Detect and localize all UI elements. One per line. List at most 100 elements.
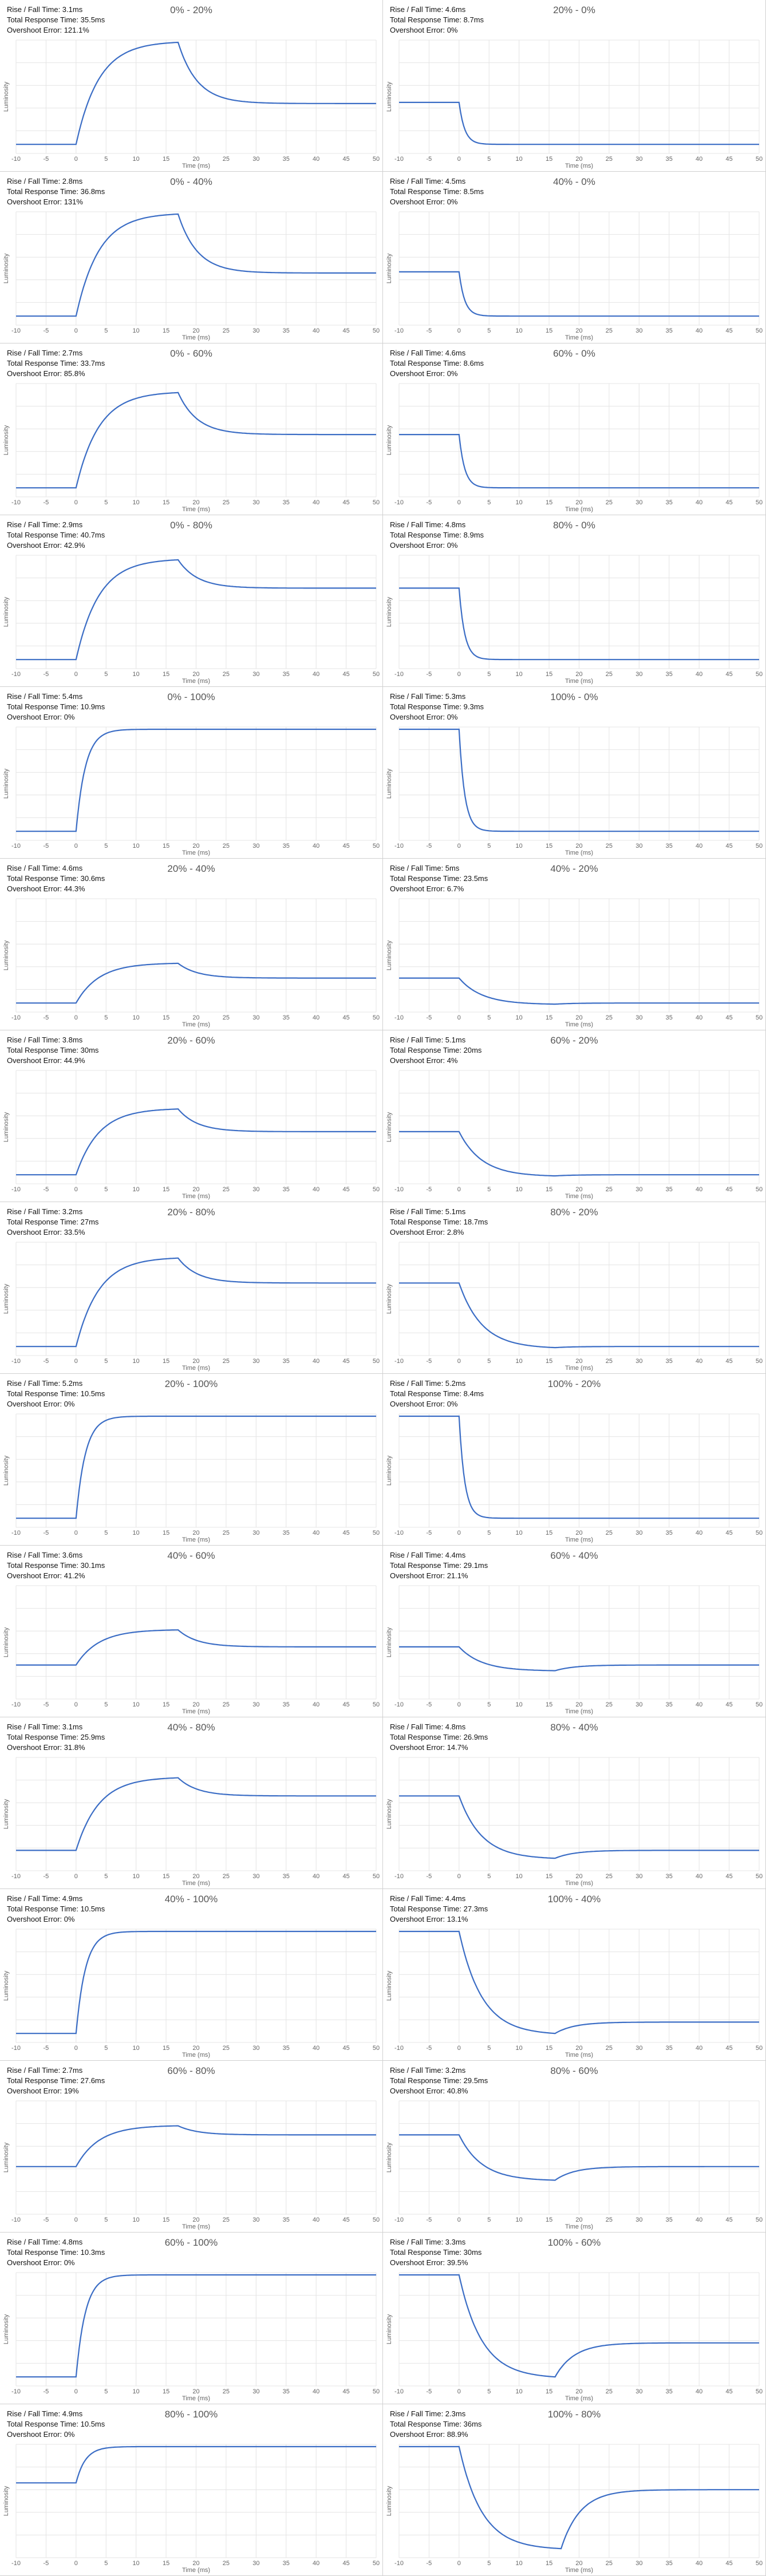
x-tick-label: 5: [104, 1014, 108, 1021]
stats-block: Rise / Fall Time: 4.8ms Total Response Ti…: [390, 1722, 488, 1753]
x-tick-label: 25: [606, 2045, 613, 2052]
stats-block: Rise / Fall Time: 4.4ms Total Response Ti…: [390, 1894, 488, 1925]
x-tick-label: 0: [74, 156, 78, 163]
x-tick-label: -5: [44, 1873, 49, 1880]
x-tick-label: 0: [457, 1701, 461, 1708]
x-axis-label: Time (ms): [182, 2567, 210, 2574]
x-axis-label: Time (ms): [565, 2052, 593, 2059]
x-tick-label: 25: [223, 2217, 230, 2223]
x-tick-label: 0: [74, 2217, 78, 2223]
stats-block: Rise / Fall Time: 4.6ms Total Response Ti…: [390, 348, 484, 379]
x-tick-label: -10: [11, 1873, 21, 1880]
x-tick-label: 40: [696, 2217, 702, 2223]
chart-title: 80% - 20%: [550, 1207, 598, 1218]
x-tick-label: 15: [163, 1014, 169, 1021]
x-tick-label: 30: [635, 156, 642, 163]
series-line: [16, 559, 376, 661]
total-response-time: Total Response Time: 29.1ms: [390, 1561, 488, 1570]
x-tick-label: 50: [373, 499, 380, 506]
stats-block: Rise / Fall Time: 4.6ms Total Response Ti…: [7, 863, 105, 894]
chart-panel: Rise / Fall Time: 2.7ms Total Response Ti…: [0, 343, 383, 515]
x-tick-label: 15: [546, 1014, 552, 1021]
x-tick-label: 35: [283, 843, 290, 850]
y-axis-label: Luminosity: [3, 2314, 10, 2344]
x-tick-label: 10: [133, 2045, 140, 2052]
total-response-time: Total Response Time: 10.9ms: [7, 702, 105, 711]
x-tick-label: 25: [223, 2560, 230, 2567]
total-response-time: Total Response Time: 26.9ms: [390, 1733, 488, 1741]
x-tick-label: 45: [725, 327, 732, 334]
x-tick-label: 0: [457, 499, 461, 506]
stats-block: Rise / Fall Time: 3.2ms Total Response Ti…: [7, 1207, 98, 1238]
line-chart: -10 -5 0 5 10 15 20 25 30 35 40 45 50 Time (ms) Lumino…: [3, 1585, 380, 1715]
line-chart: -10 -5 0 5 10 15 20 25 30 35 40 45 50 Time (ms) Lumino…: [3, 1242, 380, 1372]
x-tick-label: 45: [342, 2045, 349, 2052]
overshoot-error: Overshoot Error: 0%: [390, 26, 458, 34]
x-tick-label: 35: [666, 499, 673, 506]
series-line: [399, 101, 759, 145]
x-tick-label: 35: [283, 156, 290, 163]
total-response-time: Total Response Time: 10.5ms: [7, 2420, 105, 2428]
series-line: [16, 728, 376, 832]
x-tick-label: 45: [725, 671, 732, 678]
x-axis-label: Time (ms): [565, 1708, 593, 1715]
x-tick-label: 35: [283, 1701, 290, 1708]
x-tick-label: 35: [666, 327, 673, 334]
x-tick-label: -10: [11, 843, 21, 850]
x-tick-label: 50: [373, 327, 380, 334]
x-tick-label: -10: [394, 2388, 404, 2395]
x-tick-label: 10: [516, 327, 523, 334]
y-axis-label: Luminosity: [3, 1112, 10, 1142]
x-tick-label: 50: [756, 2560, 763, 2567]
y-axis-label: Luminosity: [386, 940, 393, 970]
x-tick-label: 35: [666, 156, 673, 163]
chart-panel: Rise / Fall Time: 3.3ms Total Response Ti…: [383, 2233, 766, 2404]
x-tick-label: -5: [427, 1701, 432, 1708]
x-tick-label: 30: [252, 2217, 259, 2223]
chart-title: 0% - 60%: [170, 348, 212, 359]
total-response-time: Total Response Time: 30ms: [390, 2248, 482, 2257]
y-axis-label: Luminosity: [386, 425, 393, 455]
x-tick-label: -5: [427, 2045, 432, 2052]
x-axis-label: Time (ms): [182, 850, 210, 856]
x-tick-label: 45: [725, 1530, 732, 1536]
x-tick-label: 40: [696, 1530, 702, 1536]
line-chart: -10 -5 0 5 10 15 20 25 30 35 40 45 50 Time (ms) Lumino…: [386, 383, 763, 513]
x-axis-label: Time (ms): [182, 2223, 210, 2230]
x-tick-label: -10: [394, 499, 404, 506]
x-tick-label: 25: [606, 1014, 613, 1021]
chart-title: 20% - 60%: [167, 1035, 215, 1046]
x-tick-label: -5: [44, 1358, 49, 1365]
x-tick-label: 40: [313, 1358, 319, 1365]
x-tick-label: 30: [252, 2045, 259, 2052]
total-response-time: Total Response Time: 10.3ms: [7, 2248, 105, 2257]
stats-block: Rise / Fall Time: 2.3ms Total Response Ti…: [390, 2409, 481, 2440]
x-tick-label: 40: [313, 1014, 319, 1021]
x-tick-label: 10: [133, 1186, 140, 1193]
x-tick-label: 15: [163, 1701, 169, 1708]
rise-fall-time: Rise / Fall Time: 5.3ms: [390, 692, 466, 701]
x-tick-label: 40: [313, 843, 319, 850]
chart-title: 0% - 80%: [170, 520, 212, 531]
x-tick-label: -5: [44, 327, 49, 334]
x-tick-label: -5: [44, 2388, 49, 2395]
series-line: [16, 2274, 376, 2378]
stats-block: Rise / Fall Time: 3.8ms Total Response Ti…: [7, 1035, 98, 1066]
x-tick-label: 35: [666, 1014, 673, 1021]
rise-fall-time: Rise / Fall Time: 5.2ms: [390, 1379, 466, 1388]
x-tick-label: 45: [725, 2217, 732, 2223]
x-tick-label: 10: [516, 671, 523, 678]
stats-block: Rise / Fall Time: 3.3ms Total Response Ti…: [390, 2237, 481, 2268]
total-response-time: Total Response Time: 35.5ms: [7, 15, 105, 24]
chart-panel: Rise / Fall Time: 5.4ms Total Response Ti…: [0, 687, 383, 859]
rise-fall-time: Rise / Fall Time: 2.9ms: [7, 520, 83, 529]
overshoot-error: Overshoot Error: 19%: [7, 2087, 79, 2095]
overshoot-error: Overshoot Error: 0%: [7, 713, 75, 721]
chart-title: 100% - 80%: [547, 2409, 601, 2420]
x-tick-label: 5: [487, 1701, 491, 1708]
x-tick-label: 0: [457, 1014, 461, 1021]
x-tick-label: 0: [74, 843, 78, 850]
chart-panel: Rise / Fall Time: 5.2ms Total Response Ti…: [383, 1374, 766, 1546]
series-line: [399, 587, 759, 661]
rise-fall-time: Rise / Fall Time: 4.4ms: [390, 1551, 466, 1559]
